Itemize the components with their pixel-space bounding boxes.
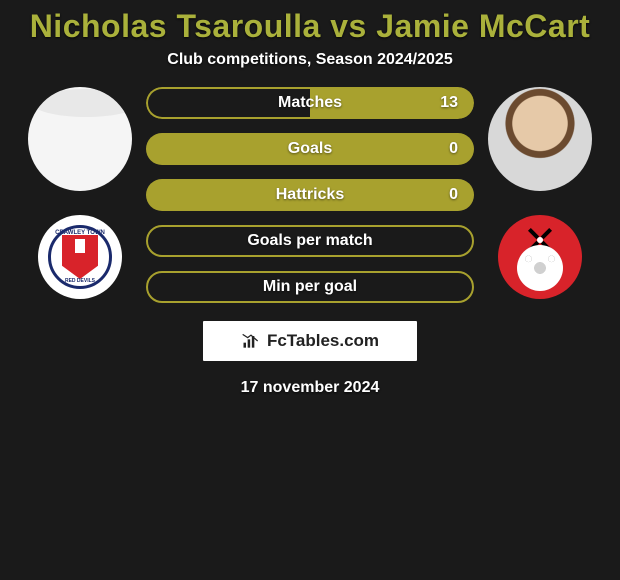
stat-value-right: 0 bbox=[449, 186, 458, 204]
placeholder-silhouette bbox=[32, 89, 132, 117]
stat-label: Matches bbox=[278, 94, 342, 112]
stat-bar-matches: Matches 13 bbox=[146, 87, 474, 119]
rotherham-crest-icon bbox=[498, 215, 582, 299]
football-icon bbox=[517, 245, 563, 291]
stat-label: Goals bbox=[288, 140, 332, 158]
crest-shield-icon bbox=[62, 235, 98, 279]
branding-badge: FcTables.com bbox=[203, 321, 417, 361]
left-player-column: CRAWLEY TOWN FC RED DEVILS bbox=[20, 87, 140, 299]
main-row: CRAWLEY TOWN FC RED DEVILS Matches 13 Go… bbox=[0, 87, 620, 397]
stat-label: Hattricks bbox=[276, 186, 344, 204]
branding-label: FcTables.com bbox=[267, 331, 379, 351]
comparison-card: Nicholas Tsaroulla vs Jamie McCart Club … bbox=[0, 0, 620, 397]
stat-value-right: 0 bbox=[449, 140, 458, 158]
stat-bar-goals: Goals 0 bbox=[146, 133, 474, 165]
stat-label: Min per goal bbox=[263, 278, 357, 296]
stat-bar-goals-per-match: Goals per match bbox=[146, 225, 474, 257]
crest-bottom-text: RED DEVILS bbox=[51, 278, 109, 284]
right-player-column bbox=[480, 87, 600, 299]
stat-value-right: 13 bbox=[440, 94, 458, 112]
stat-bar-hattricks: Hattricks 0 bbox=[146, 179, 474, 211]
left-player-photo bbox=[28, 87, 132, 191]
subtitle: Club competitions, Season 2024/2025 bbox=[0, 51, 620, 69]
page-title: Nicholas Tsaroulla vs Jamie McCart bbox=[0, 8, 620, 45]
date-label: 17 november 2024 bbox=[241, 379, 380, 397]
right-club-crest bbox=[498, 215, 582, 299]
player-face-icon bbox=[488, 87, 592, 191]
left-club-crest: CRAWLEY TOWN FC RED DEVILS bbox=[38, 215, 122, 299]
right-player-photo bbox=[488, 87, 592, 191]
stats-column: Matches 13 Goals 0 Hattricks 0 Goals per… bbox=[140, 87, 480, 397]
stat-label: Goals per match bbox=[247, 232, 372, 250]
bar-chart-icon bbox=[241, 331, 261, 351]
stat-bar-min-per-goal: Min per goal bbox=[146, 271, 474, 303]
crawley-town-crest-icon: CRAWLEY TOWN FC RED DEVILS bbox=[48, 225, 112, 289]
